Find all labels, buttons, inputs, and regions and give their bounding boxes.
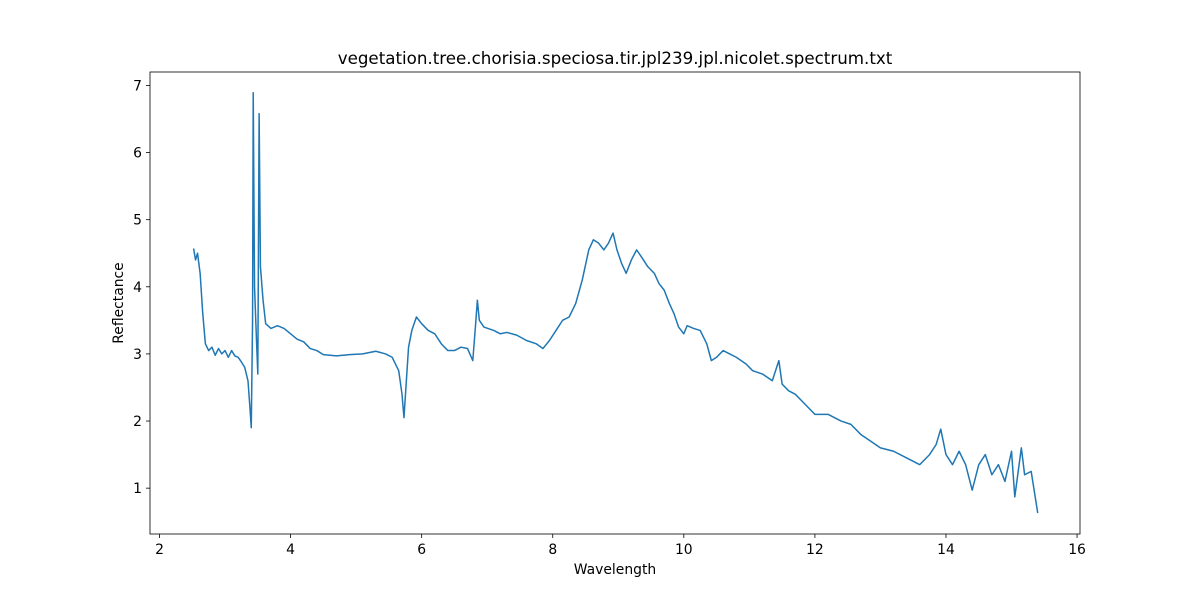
x-tick-label: 4 [286,542,295,558]
x-tick-label: 8 [548,542,557,558]
x-tick-label: 14 [937,542,955,558]
chart-title: vegetation.tree.chorisia.speciosa.tir.jp… [338,48,893,68]
y-tick-label: 3 [133,347,142,363]
plot-frame [149,71,1081,535]
x-axis-label: Wavelength [574,562,656,578]
x-tick-label: 16 [1068,542,1086,558]
x-tick-label: 2 [155,542,164,558]
x-tick-label: 6 [417,542,426,558]
y-axis-label: Reflectance [111,262,127,343]
spectrum-line [192,92,1039,514]
y-tick-label: 6 [133,146,142,162]
x-tick-label: 12 [806,542,824,558]
y-tick-label: 4 [133,280,142,296]
y-tick-label: 2 [133,414,142,430]
y-tick-label: 1 [133,481,142,497]
y-tick-label: 7 [133,78,142,94]
x-tick-label: 10 [675,542,693,558]
y-tick-label: 5 [133,213,142,229]
